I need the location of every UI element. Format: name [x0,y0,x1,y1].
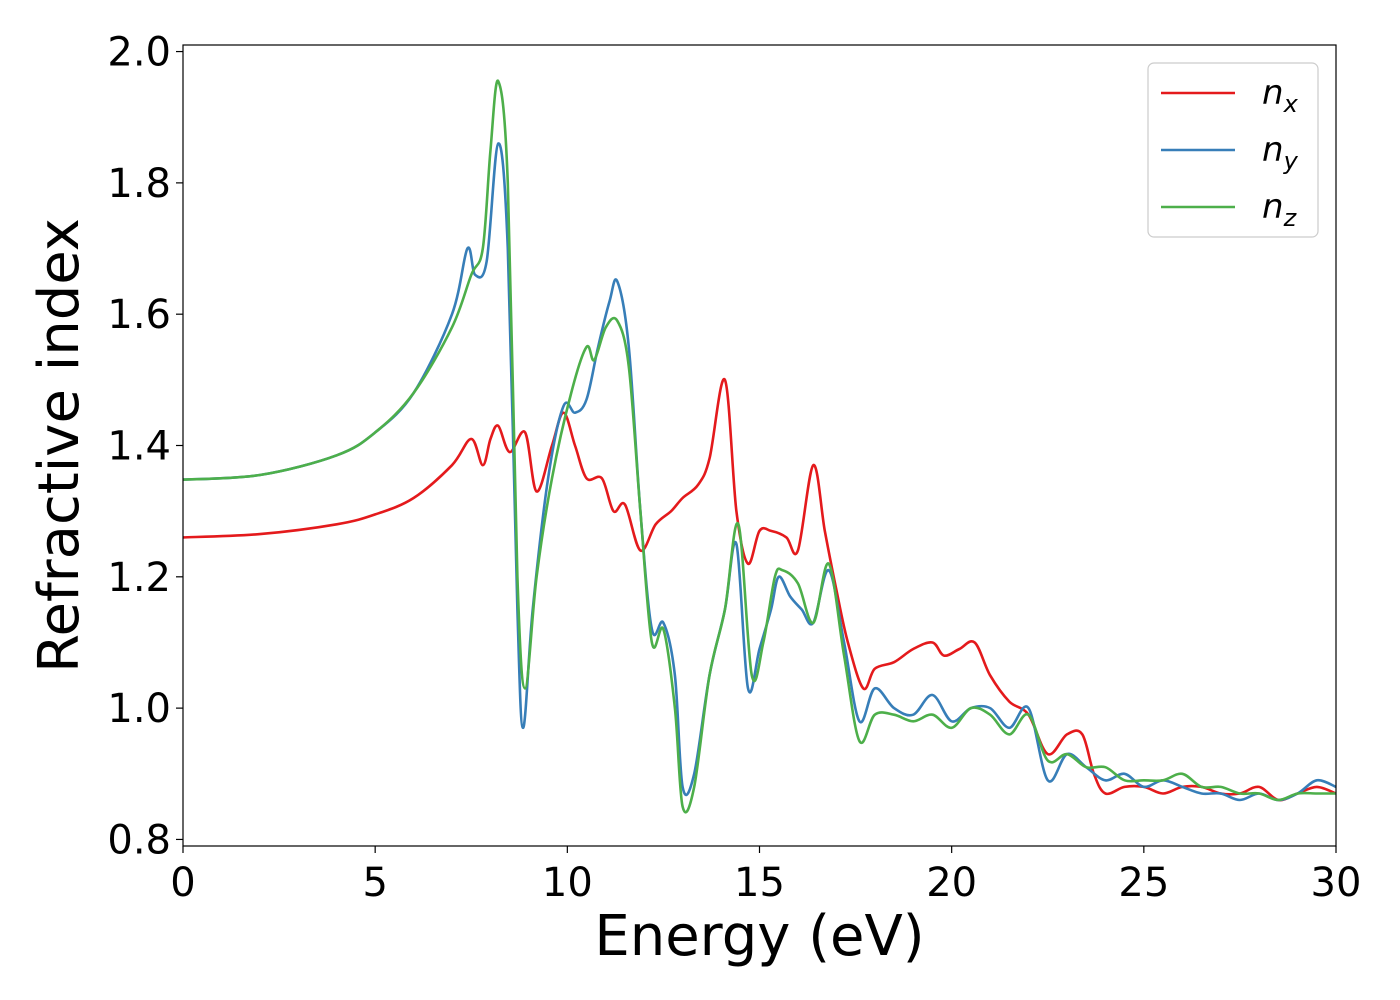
y-tick-label: 2.0 [107,30,171,76]
y-tick-label: 1.2 [107,555,171,601]
legend-label-n-x: nx [1262,73,1299,118]
y-tick-label: 1.0 [107,686,171,732]
x-tick-label: 0 [170,860,195,906]
series-layer [182,79,1337,814]
y-tick-label: 1.4 [107,424,171,470]
legend-label-base: n [1262,73,1284,113]
legend-label-n-z: nz [1262,187,1298,232]
legend-label-base: n [1262,187,1284,227]
x-tick-label: 10 [542,860,593,906]
legend-label-subscript: z [1283,204,1298,232]
legend-label-subscript: x [1283,90,1299,118]
legend-label-subscript: y [1283,147,1299,175]
x-tick-label: 15 [734,860,785,906]
x-axis: 0 5 10 15 20 25 30 [170,846,1361,906]
series-line-n-z [182,79,1336,814]
x-tick-label: 20 [926,860,977,906]
x-tick-label: 30 [1311,860,1362,906]
legend-label-n-y: ny [1262,130,1299,175]
series-line-n-x [182,378,1337,802]
x-axis-label: Energy (eV) [594,904,924,969]
y-axis: 0.8 1.0 1.2 1.4 1.6 1.8 2.0 [107,30,183,863]
x-tick-label: 25 [1118,860,1169,906]
y-tick-label: 1.6 [107,292,171,338]
legend-label-base: n [1262,130,1284,170]
x-tick-label: 5 [362,860,387,906]
y-tick-label: 0.8 [107,817,171,863]
y-axis-label: Refractive index [27,218,92,673]
y-tick-label: 1.8 [107,161,171,207]
